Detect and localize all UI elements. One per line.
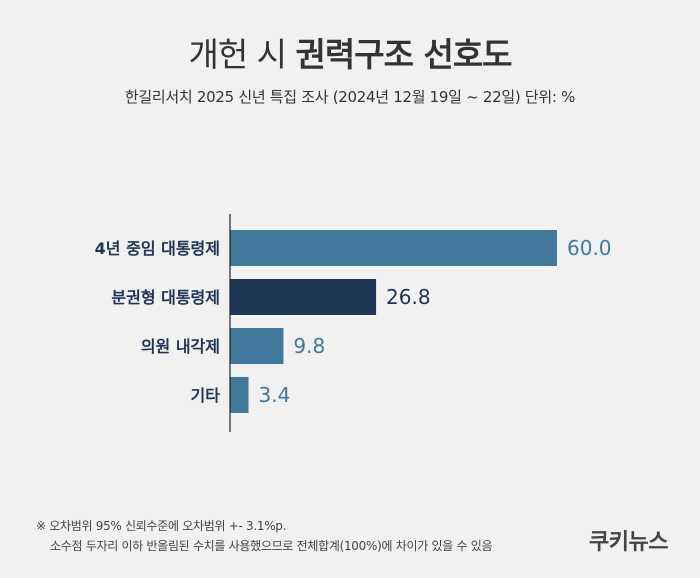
bar-3 xyxy=(230,377,249,413)
title-light: 개헌 시 xyxy=(188,35,287,74)
title-bold: 권력구조 선호도 xyxy=(295,35,513,74)
brand-logo: 쿠키뉴스 xyxy=(589,530,668,555)
chart-title: 개헌 시 권력구조 선호도 xyxy=(0,28,700,76)
value-label-3: 3.4 xyxy=(259,383,291,407)
value-label-1: 26.8 xyxy=(386,285,431,309)
footnote-line-2: 소수점 두자리 이하 반올림된 수치를 사용했으므로 전체합계(100%)에 차… xyxy=(50,539,493,553)
category-label-3: 기타 xyxy=(191,386,221,405)
chart-subtitle: 한길리서치 2025 신년 특집 조사 (2024년 12월 19일 ~ 22일… xyxy=(124,88,576,106)
bar-0 xyxy=(230,230,557,266)
footnote-line-1: ※ 오차범위 95% 신뢰수준에 오차범위 +- 3.1%p. xyxy=(36,519,287,533)
value-label-2: 9.8 xyxy=(293,334,325,358)
value-label-0: 60.0 xyxy=(567,236,612,260)
category-label-0: 4년 중임 대통령제 xyxy=(95,239,220,258)
footnote: ※ 오차범위 95% 신뢰수준에 오차범위 +- 3.1%p. 소수점 두자리 … xyxy=(36,516,492,556)
category-label-1: 분권형 대통령제 xyxy=(111,288,220,307)
bar-2 xyxy=(230,328,284,364)
bar-1 xyxy=(230,279,377,315)
category-label-2: 의원 내각제 xyxy=(141,337,220,356)
